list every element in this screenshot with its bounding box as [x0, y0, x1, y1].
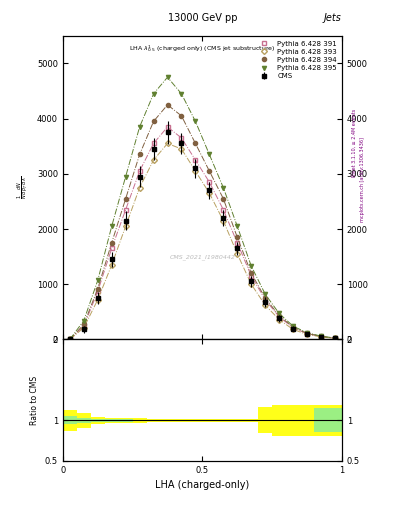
Pythia 6.428 393 [235, 251, 240, 257]
Pythia 6.428 395 [249, 263, 253, 269]
Pythia 6.428 393 [81, 325, 86, 331]
Pythia 6.428 395 [235, 223, 240, 229]
Pythia 6.428 391 [263, 296, 268, 303]
Pythia 6.428 395 [221, 184, 226, 190]
Pythia 6.428 393 [249, 281, 253, 287]
Pythia 6.428 391 [123, 207, 128, 213]
Pythia 6.428 395 [291, 323, 296, 329]
Pythia 6.428 395 [109, 223, 114, 229]
Pythia 6.428 394 [263, 295, 268, 301]
Line: Pythia 6.428 394: Pythia 6.428 394 [68, 103, 337, 342]
Pythia 6.428 395 [277, 310, 281, 316]
Pythia 6.428 395 [179, 91, 184, 97]
Pythia 6.428 394 [109, 240, 114, 246]
Pythia 6.428 394 [137, 152, 142, 158]
Pythia 6.428 394 [277, 313, 281, 319]
Pythia 6.428 394 [235, 234, 240, 240]
Text: Rivet 3.1.10, ≥ 2.4M events: Rivet 3.1.10, ≥ 2.4M events [352, 109, 357, 178]
Pythia 6.428 393 [221, 218, 226, 224]
Line: Pythia 6.428 393: Pythia 6.428 393 [68, 141, 337, 342]
Pythia 6.428 394 [95, 286, 100, 292]
Pythia 6.428 391 [81, 323, 86, 329]
Pythia 6.428 394 [81, 322, 86, 328]
Pythia 6.428 395 [193, 118, 198, 124]
Pythia 6.428 395 [151, 91, 156, 97]
Pythia 6.428 391 [305, 331, 309, 337]
Pythia 6.428 393 [165, 140, 170, 146]
Pythia 6.428 393 [109, 262, 114, 268]
Pythia 6.428 391 [332, 335, 337, 342]
Pythia 6.428 391 [151, 140, 156, 146]
Pythia 6.428 391 [68, 336, 72, 343]
Line: Pythia 6.428 391: Pythia 6.428 391 [68, 125, 337, 342]
Pythia 6.428 395 [137, 124, 142, 130]
Pythia 6.428 391 [95, 288, 100, 294]
Pythia 6.428 393 [305, 331, 309, 337]
Pythia 6.428 393 [332, 335, 337, 342]
Pythia 6.428 391 [137, 168, 142, 174]
Legend: Pythia 6.428 391, Pythia 6.428 393, Pythia 6.428 394, Pythia 6.428 395, CMS: Pythia 6.428 391, Pythia 6.428 393, Pyth… [251, 38, 340, 82]
Text: LHA $\lambda^1_{0.5}$ (charged only) (CMS jet substructure): LHA $\lambda^1_{0.5}$ (charged only) (CM… [129, 44, 275, 54]
Text: CMS_2021_I1980442: CMS_2021_I1980442 [169, 254, 235, 260]
Pythia 6.428 394 [68, 336, 72, 343]
Pythia 6.428 395 [165, 74, 170, 80]
Pythia 6.428 391 [221, 207, 226, 213]
Y-axis label: Ratio to CMS: Ratio to CMS [30, 375, 39, 424]
Pythia 6.428 394 [207, 168, 212, 174]
Pythia 6.428 391 [277, 314, 281, 320]
Pythia 6.428 393 [193, 168, 198, 174]
Pythia 6.428 393 [207, 190, 212, 196]
Pythia 6.428 391 [291, 325, 296, 331]
Pythia 6.428 394 [151, 118, 156, 124]
Pythia 6.428 391 [179, 135, 184, 141]
Pythia 6.428 395 [95, 278, 100, 284]
Pythia 6.428 391 [319, 333, 323, 339]
Pythia 6.428 393 [68, 336, 72, 343]
Pythia 6.428 393 [291, 326, 296, 332]
Pythia 6.428 395 [81, 317, 86, 324]
Pythia 6.428 393 [319, 334, 323, 340]
Pythia 6.428 393 [263, 302, 268, 308]
Pythia 6.428 395 [263, 291, 268, 297]
Pythia 6.428 395 [319, 333, 323, 339]
Pythia 6.428 394 [249, 270, 253, 276]
Pythia 6.428 393 [95, 296, 100, 303]
Pythia 6.428 394 [291, 324, 296, 330]
Pythia 6.428 393 [123, 223, 128, 229]
Pythia 6.428 395 [207, 152, 212, 158]
Pythia 6.428 394 [221, 196, 226, 202]
Pythia 6.428 395 [123, 174, 128, 180]
Pythia 6.428 391 [165, 124, 170, 130]
Pythia 6.428 395 [332, 335, 337, 341]
X-axis label: LHA (charged-only): LHA (charged-only) [155, 480, 250, 490]
Pythia 6.428 394 [179, 113, 184, 119]
Pythia 6.428 394 [193, 140, 198, 146]
Pythia 6.428 394 [165, 102, 170, 108]
Line: Pythia 6.428 395: Pythia 6.428 395 [68, 75, 337, 342]
Pythia 6.428 395 [305, 330, 309, 336]
Pythia 6.428 391 [109, 245, 114, 251]
Pythia 6.428 394 [305, 330, 309, 336]
Pythia 6.428 391 [207, 179, 212, 185]
Pythia 6.428 394 [123, 196, 128, 202]
Pythia 6.428 394 [319, 333, 323, 339]
Text: 13000 GeV pp: 13000 GeV pp [168, 13, 237, 23]
Pythia 6.428 393 [277, 316, 281, 323]
Y-axis label: $\frac{1}{N}\frac{dN}{d\,p_T\,d\,\lambda}$: $\frac{1}{N}\frac{dN}{d\,p_T\,d\,\lambda… [16, 176, 31, 199]
Text: mcplots.cern.ch [arXiv:1306.3436]: mcplots.cern.ch [arXiv:1306.3436] [360, 137, 365, 222]
Pythia 6.428 395 [68, 336, 72, 343]
Pythia 6.428 391 [235, 240, 240, 246]
Pythia 6.428 393 [151, 157, 156, 163]
Text: Jets: Jets [324, 13, 342, 23]
Pythia 6.428 393 [137, 184, 142, 190]
Pythia 6.428 394 [332, 335, 337, 341]
Pythia 6.428 391 [249, 273, 253, 279]
Pythia 6.428 393 [179, 146, 184, 152]
Pythia 6.428 391 [193, 157, 198, 163]
